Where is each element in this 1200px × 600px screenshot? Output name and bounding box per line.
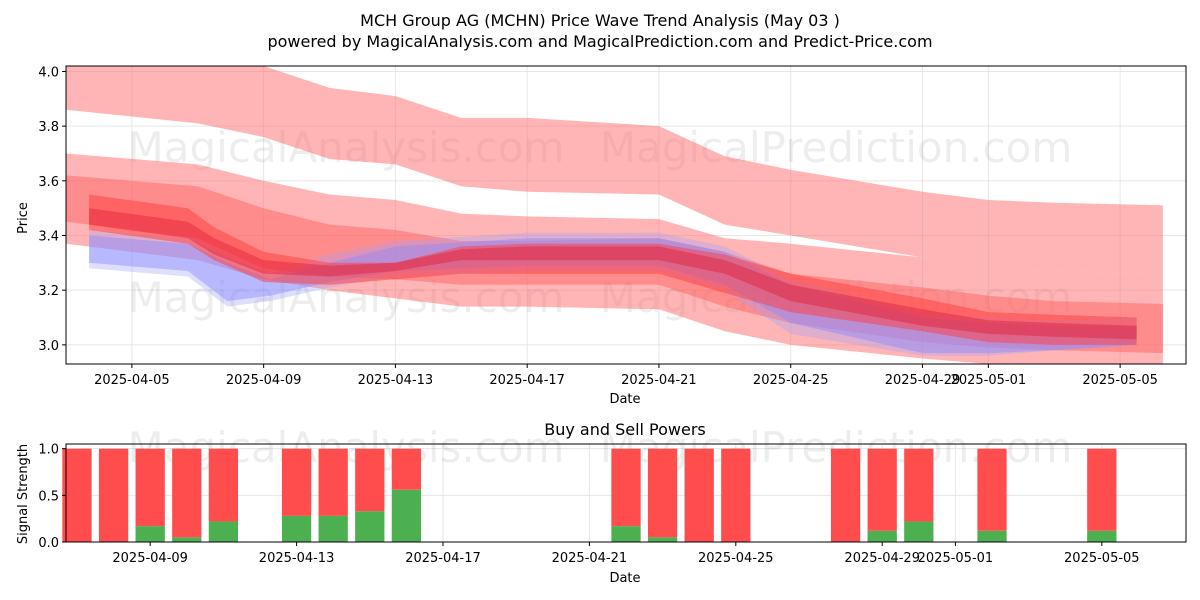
sell-bar <box>281 448 312 516</box>
buy-bar <box>391 489 422 542</box>
top-plot-frame <box>65 65 1187 365</box>
top-y-axis-label: Price <box>16 202 31 234</box>
sell-bar <box>172 448 202 538</box>
buy-bar <box>135 526 165 542</box>
buy-bar <box>977 530 1007 542</box>
sell-bar <box>1087 448 1117 531</box>
bottom-y-tick-label: 0.5 <box>38 489 59 504</box>
sell-bar <box>391 448 422 490</box>
price-band-blue-band-2 <box>89 230 1137 356</box>
price-band-red-band-inner-2 <box>89 194 1137 345</box>
sell-bar <box>208 448 239 522</box>
price-band-red-band-core <box>89 208 1137 340</box>
top-x-tick-label: 2025-04-25 <box>753 373 829 388</box>
top-y-tick-label: 4.0 <box>38 65 59 80</box>
price-bands <box>66 66 1163 364</box>
price-plot: MagicalAnalysis.comMagicalPrediction.com… <box>38 65 1187 388</box>
top-x-tick-label: 2025-04-29 <box>885 373 961 388</box>
top-x-tick-label: 2025-04-13 <box>358 373 434 388</box>
top-x-tick-label: 2025-04-21 <box>621 373 697 388</box>
sell-bar <box>355 448 385 512</box>
sell-bar <box>977 448 1007 531</box>
sell-bar <box>98 448 129 542</box>
top-y-tick-label: 3.2 <box>38 284 59 299</box>
bottom-x-tick-label: 2025-04-21 <box>552 551 628 566</box>
top-x-tick-label: 2025-05-01 <box>951 373 1027 388</box>
sell-bar <box>135 448 165 527</box>
top-x-tick-label: 2025-04-09 <box>226 373 302 388</box>
sell-bar <box>62 448 92 542</box>
top-x-axis-label: Date <box>609 392 640 407</box>
top-y-tick-label: 3.4 <box>38 230 59 245</box>
bottom-x-axis-label: Date <box>609 571 640 586</box>
top-x-tick-label: 2025-04-05 <box>94 373 170 388</box>
bottom-x-tick-label: 2025-04-09 <box>112 551 188 566</box>
bottom-x-tick-label: 2025-05-01 <box>918 551 994 566</box>
bottom-chart-title: Buy and Sell Powers <box>544 420 706 439</box>
buy-bar <box>1087 530 1117 542</box>
top-y-tick-label: 3.0 <box>38 339 59 354</box>
buy-bar <box>355 511 385 542</box>
bottom-x-tick-label: 2025-04-17 <box>405 551 481 566</box>
bottom-y-axis-label: Signal Strength <box>16 444 31 544</box>
chart-subtitle: powered by MagicalAnalysis.com and Magic… <box>267 32 932 51</box>
sell-bar <box>647 448 678 538</box>
bottom-x-tick-label: 2025-04-25 <box>698 551 774 566</box>
sell-bar <box>867 448 897 531</box>
sell-bar <box>830 448 861 542</box>
top-y-tick-label: 3.6 <box>38 175 59 190</box>
signal-plot: MagicalAnalysis.com MagicalPrediction.com… <box>38 423 1187 566</box>
top-y-tick-label: 3.8 <box>38 120 59 135</box>
top-x-tick-label: 2025-04-17 <box>489 373 565 388</box>
bottom-x-tick-label: 2025-04-13 <box>259 551 335 566</box>
sell-bar <box>684 448 714 542</box>
buy-bar <box>208 521 239 542</box>
bottom-y-tick-label: 1.0 <box>38 443 59 458</box>
sell-bar <box>904 448 934 522</box>
bottom-plot-frame <box>65 443 1187 543</box>
buy-bar <box>318 515 348 542</box>
bottom-x-tick-label: 2025-04-29 <box>844 551 920 566</box>
buy-bar <box>611 526 641 542</box>
buy-bar <box>281 515 312 542</box>
buy-bar <box>904 521 934 542</box>
sell-bar <box>721 448 751 542</box>
sell-bar <box>318 448 348 516</box>
chart-title: MCH Group AG (MCHN) Price Wave Trend Ana… <box>360 11 840 30</box>
bottom-x-tick-label: 2025-05-05 <box>1064 551 1140 566</box>
price-band-red-band-upper <box>66 66 1163 274</box>
buy-bar <box>172 537 202 542</box>
bottom-y-tick-label: 0.0 <box>38 536 59 551</box>
buy-bar <box>647 537 678 542</box>
top-x-tick-label: 2025-05-05 <box>1082 373 1158 388</box>
sell-bar <box>611 448 641 527</box>
buy-bar <box>867 530 897 542</box>
